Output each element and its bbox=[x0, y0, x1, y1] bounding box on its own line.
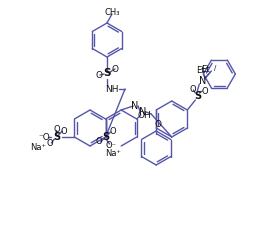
Text: O: O bbox=[53, 125, 60, 134]
Text: S: S bbox=[53, 132, 60, 142]
Text: Na⁺: Na⁺ bbox=[30, 142, 46, 152]
Text: O: O bbox=[112, 65, 119, 74]
Text: /: / bbox=[214, 65, 217, 71]
Text: S: S bbox=[102, 132, 109, 142]
Text: O: O bbox=[60, 126, 67, 136]
Text: O: O bbox=[95, 71, 102, 80]
Text: Na⁺: Na⁺ bbox=[105, 148, 122, 158]
Text: O: O bbox=[95, 137, 102, 147]
Text: Et: Et bbox=[196, 65, 205, 75]
Text: S: S bbox=[103, 68, 111, 78]
Text: CH₃: CH₃ bbox=[104, 7, 120, 16]
Text: O: O bbox=[189, 85, 196, 93]
Text: N: N bbox=[140, 107, 147, 117]
Text: N: N bbox=[199, 76, 206, 86]
Text: N: N bbox=[131, 101, 139, 111]
Text: NH: NH bbox=[105, 85, 119, 93]
Text: O: O bbox=[109, 127, 116, 136]
Text: O: O bbox=[46, 138, 53, 147]
Text: S: S bbox=[194, 91, 201, 101]
Text: Et: Et bbox=[201, 65, 210, 74]
Text: O: O bbox=[155, 120, 162, 129]
Text: OH: OH bbox=[138, 110, 152, 120]
Text: O⁻: O⁻ bbox=[105, 141, 116, 150]
Text: O: O bbox=[201, 87, 208, 96]
Text: ⁻O: ⁻O bbox=[39, 132, 50, 141]
